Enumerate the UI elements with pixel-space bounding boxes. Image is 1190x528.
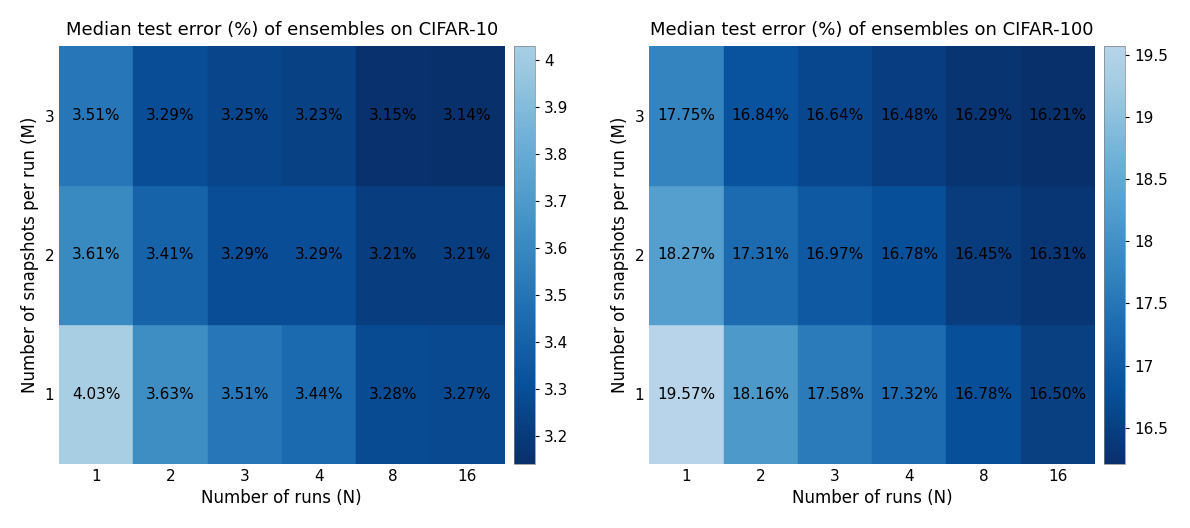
Bar bbox=[282, 46, 356, 185]
Text: 17.31%: 17.31% bbox=[732, 247, 790, 262]
Text: 17.75%: 17.75% bbox=[657, 108, 715, 123]
Bar bbox=[724, 185, 797, 325]
Text: 3.23%: 3.23% bbox=[295, 108, 343, 123]
Text: 3.51%: 3.51% bbox=[71, 108, 120, 123]
Bar bbox=[207, 185, 282, 325]
Text: 16.48%: 16.48% bbox=[881, 108, 938, 123]
Bar bbox=[133, 46, 207, 185]
Text: 16.21%: 16.21% bbox=[1028, 108, 1086, 123]
Bar bbox=[356, 46, 431, 185]
Text: 16.97%: 16.97% bbox=[806, 247, 864, 262]
Bar bbox=[282, 325, 356, 464]
Bar bbox=[207, 46, 282, 185]
Bar bbox=[650, 185, 724, 325]
Bar bbox=[133, 325, 207, 464]
Bar bbox=[60, 46, 133, 185]
Text: 16.50%: 16.50% bbox=[1028, 386, 1086, 402]
Bar bbox=[650, 46, 724, 185]
Bar bbox=[431, 46, 505, 185]
Bar bbox=[356, 325, 431, 464]
Bar bbox=[797, 46, 872, 185]
Text: 16.78%: 16.78% bbox=[881, 247, 938, 262]
Text: 3.61%: 3.61% bbox=[71, 247, 120, 262]
Text: 3.44%: 3.44% bbox=[295, 386, 343, 402]
Text: 18.16%: 18.16% bbox=[732, 386, 790, 402]
Bar bbox=[431, 325, 505, 464]
Bar bbox=[60, 325, 133, 464]
Text: 3.25%: 3.25% bbox=[220, 108, 269, 123]
Title: Median test error (%) of ensembles on CIFAR-10: Median test error (%) of ensembles on CI… bbox=[65, 21, 497, 39]
Text: 3.51%: 3.51% bbox=[220, 386, 269, 402]
Text: 3.63%: 3.63% bbox=[146, 386, 195, 402]
Text: 3.29%: 3.29% bbox=[295, 247, 343, 262]
Text: 19.57%: 19.57% bbox=[657, 386, 715, 402]
Text: 4.03%: 4.03% bbox=[71, 386, 120, 402]
Title: Median test error (%) of ensembles on CIFAR-100: Median test error (%) of ensembles on CI… bbox=[650, 21, 1094, 39]
Text: 16.31%: 16.31% bbox=[1028, 247, 1086, 262]
X-axis label: Number of runs (N): Number of runs (N) bbox=[201, 489, 362, 507]
Y-axis label: Number of snapshots per run (M): Number of snapshots per run (M) bbox=[612, 117, 630, 393]
Text: 16.84%: 16.84% bbox=[732, 108, 790, 123]
Bar bbox=[650, 325, 724, 464]
Bar bbox=[282, 185, 356, 325]
Text: 3.14%: 3.14% bbox=[443, 108, 491, 123]
Text: 3.15%: 3.15% bbox=[369, 108, 418, 123]
X-axis label: Number of runs (N): Number of runs (N) bbox=[791, 489, 952, 507]
Bar bbox=[797, 325, 872, 464]
Bar bbox=[356, 185, 431, 325]
Bar bbox=[946, 185, 1021, 325]
Bar bbox=[1021, 325, 1095, 464]
Bar bbox=[946, 46, 1021, 185]
Text: 3.29%: 3.29% bbox=[220, 247, 269, 262]
Bar bbox=[1021, 46, 1095, 185]
Text: 3.21%: 3.21% bbox=[369, 247, 418, 262]
Bar bbox=[724, 325, 797, 464]
Text: 17.32%: 17.32% bbox=[881, 386, 938, 402]
Bar bbox=[60, 185, 133, 325]
Text: 3.27%: 3.27% bbox=[443, 386, 491, 402]
Text: 16.64%: 16.64% bbox=[806, 108, 864, 123]
Text: 17.58%: 17.58% bbox=[806, 386, 864, 402]
Text: 3.41%: 3.41% bbox=[146, 247, 195, 262]
Bar bbox=[872, 325, 946, 464]
Bar bbox=[872, 185, 946, 325]
Text: 16.45%: 16.45% bbox=[954, 247, 1013, 262]
Bar bbox=[431, 185, 505, 325]
Bar bbox=[133, 185, 207, 325]
Text: 3.29%: 3.29% bbox=[146, 108, 195, 123]
Bar bbox=[797, 185, 872, 325]
Bar bbox=[207, 325, 282, 464]
Text: 3.28%: 3.28% bbox=[369, 386, 418, 402]
Text: 3.21%: 3.21% bbox=[443, 247, 491, 262]
Text: 18.27%: 18.27% bbox=[657, 247, 715, 262]
Bar bbox=[724, 46, 797, 185]
Text: 16.29%: 16.29% bbox=[954, 108, 1013, 123]
Text: 16.78%: 16.78% bbox=[954, 386, 1013, 402]
Bar bbox=[1021, 185, 1095, 325]
Bar bbox=[872, 46, 946, 185]
Bar bbox=[946, 325, 1021, 464]
Y-axis label: Number of snapshots per run (M): Number of snapshots per run (M) bbox=[21, 117, 39, 393]
